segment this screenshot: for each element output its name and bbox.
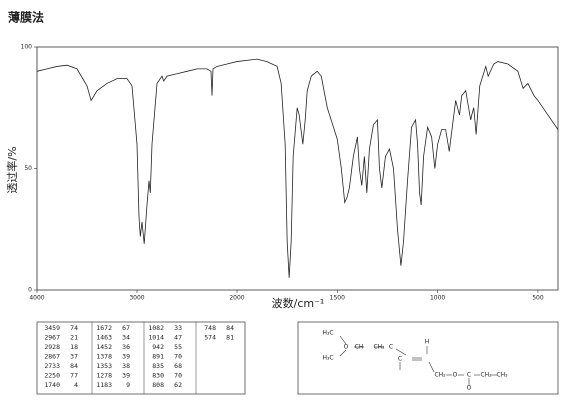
y-axis-label: 透过率/% xyxy=(5,146,19,193)
peak-wavenumber: 2733 xyxy=(44,362,60,370)
peak-wavenumber: 2867 xyxy=(44,353,60,361)
structure-label: C xyxy=(398,356,402,363)
spectrum-line xyxy=(36,58,559,278)
peak-wavenumber: 1378 xyxy=(96,353,112,361)
peak-intensity: 77 xyxy=(70,372,78,380)
peak-intensity: 21 xyxy=(70,334,78,342)
peak-intensity: 84 xyxy=(70,362,78,370)
peak-intensity: 18 xyxy=(70,343,78,351)
x-axis-label: 波数/cm⁻¹ xyxy=(272,297,325,310)
peak-intensity: 37 xyxy=(70,353,78,361)
chart-title: 薄膜法 xyxy=(8,10,44,25)
peak-wavenumber: 574 xyxy=(204,334,216,342)
x-tick-label: 1500 xyxy=(330,295,345,302)
peak-wavenumber: 1082 xyxy=(148,324,164,332)
structure-label: H xyxy=(425,339,430,346)
peak-wavenumber: 1353 xyxy=(96,362,112,370)
x-tick-label: 500 xyxy=(532,295,544,302)
peak-intensity: 39 xyxy=(122,353,130,361)
peak-intensity: 38 xyxy=(122,362,130,370)
peak-wavenumber: 1183 xyxy=(96,381,112,389)
peak-wavenumber: 3459 xyxy=(44,324,60,332)
peak-intensity: 84 xyxy=(226,324,234,332)
x-tick-label: 1000 xyxy=(430,295,445,302)
structure-label: CH xyxy=(355,344,364,351)
peak-wavenumber: 1463 xyxy=(96,334,112,342)
x-tick-label: 3000 xyxy=(129,295,144,302)
peak-intensity: 81 xyxy=(226,334,234,342)
structure-label: CH₂ xyxy=(373,344,385,351)
y-tick-label: 0 xyxy=(28,287,32,294)
peak-intensity: 34 xyxy=(122,334,130,342)
peak-table-frame xyxy=(36,321,246,395)
peak-wavenumber: 1014 xyxy=(148,334,164,342)
structure-label: CH₃ xyxy=(496,372,508,379)
peak-intensity: 9 xyxy=(126,381,130,389)
peak-wavenumber: 2928 xyxy=(44,343,60,351)
peak-intensity: 62 xyxy=(174,381,182,389)
peak-wavenumber: 1672 xyxy=(96,324,112,332)
structure-label: O xyxy=(467,385,472,392)
peak-wavenumber: 891 xyxy=(152,353,164,361)
peak-intensity: 74 xyxy=(70,324,78,332)
peak-intensity: 68 xyxy=(174,362,182,370)
peak-wavenumber: 830 xyxy=(152,372,164,380)
peak-wavenumber: 808 xyxy=(152,381,164,389)
peak-wavenumber: 1740 xyxy=(44,381,60,389)
peak-intensity: 33 xyxy=(174,324,182,332)
peak-wavenumber: 2250 xyxy=(44,372,60,380)
y-tick-label: 100 xyxy=(21,44,33,51)
structure-label: H₃C xyxy=(322,330,333,337)
peak-intensity: 4 xyxy=(74,381,78,389)
peak-intensity: 70 xyxy=(174,372,182,380)
x-tick-label: 2000 xyxy=(229,295,244,302)
structure-label: H₃C xyxy=(322,355,333,362)
structure-label: C xyxy=(389,344,393,351)
structure-label: O xyxy=(344,344,349,351)
peak-wavenumber: 1452 xyxy=(96,343,112,351)
structure-label: C xyxy=(467,372,471,379)
peak-wavenumber: 835 xyxy=(152,362,164,370)
peak-wavenumber: 942 xyxy=(152,343,164,351)
peak-wavenumber: 748 xyxy=(204,324,216,332)
peak-intensity: 70 xyxy=(174,353,182,361)
structure-label: CH₂ xyxy=(480,372,492,379)
peak-intensity: 67 xyxy=(122,324,130,332)
structure-label: O xyxy=(453,372,458,379)
structure-frame xyxy=(297,321,559,395)
structure-bonds xyxy=(339,335,497,385)
peak-intensity: 47 xyxy=(174,334,182,342)
peak-wavenumber: 2967 xyxy=(44,334,60,342)
peak-intensity: 39 xyxy=(122,372,130,380)
x-tick-label: 4000 xyxy=(29,295,44,302)
plot-frame xyxy=(36,46,559,291)
peak-intensity: 55 xyxy=(174,343,182,351)
peak-wavenumber: 1278 xyxy=(96,372,112,380)
peak-intensity: 36 xyxy=(122,343,130,351)
y-tick-label: 50 xyxy=(24,165,32,172)
structure-label: CH₂ xyxy=(434,372,446,379)
